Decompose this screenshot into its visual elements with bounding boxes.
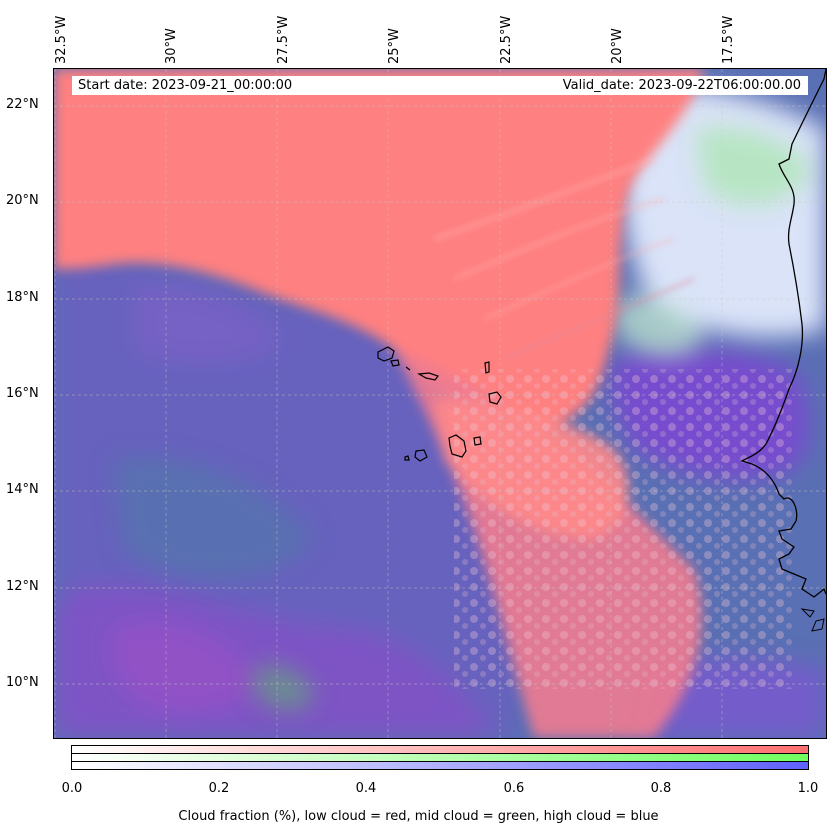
maio-island [473,436,482,446]
lon-label-20w: 20°W [610,28,625,64]
colorbar-band-low-cloud [71,745,809,754]
mid-cloud-layer [114,87,826,710]
high-cloud-layer [54,257,826,738]
lat-label-14n: 14°N [6,482,39,497]
lon-label-25w: 25°W [387,28,402,64]
colorbar-tick-3: 0.6 [503,781,525,796]
cape-verde-islands [377,346,502,462]
colorbar [71,745,809,770]
africa-coastline [740,69,826,598]
date-info-box: Start date: 2023-09-21_00:00:00 Valid_da… [72,76,808,95]
lon-label-22-5w: 22.5°W [499,15,514,64]
lat-label-22n: 22°N [6,97,39,112]
fogo-island [414,449,428,462]
colorbar-tick-1: 0.2 [208,781,230,796]
colorbar-band-mid-cloud [71,753,809,762]
cloud-fraction-map[interactable] [53,68,827,739]
sao-vicente-island [390,359,400,367]
colorbar-caption: Cloud fraction (%), low cloud = red, mid… [178,809,659,824]
start-date-label: Start date: 2023-09-21_00:00:00 [78,78,293,93]
lon-label-17-5w: 17.5°W [721,15,736,64]
sal-island [484,361,490,374]
lat-label-10n: 10°N [6,675,39,690]
low-cloud-streaks [433,156,695,362]
colorbar-band-high-cloud [71,761,809,770]
santiago-island [448,434,467,458]
map-canvas [54,69,826,738]
colorbar-tick-5: 1.0 [797,781,819,796]
colorbar-tick-2: 0.4 [355,781,377,796]
bijagos-islands [800,608,825,632]
lat-label-18n: 18°N [6,290,39,305]
graticule [54,69,826,738]
santo-antao-island [377,346,395,362]
lon-label-32-5w: 32.5°W [54,15,69,64]
lat-label-20n: 20°N [6,193,39,208]
boa-vista-island [488,391,502,405]
santa-luzia-island [405,366,411,371]
lat-label-12n: 12°N [6,579,39,594]
lat-label-16n: 16°N [6,386,39,401]
cellular-cloud-texture [454,369,794,689]
colorbar-tick-4: 0.8 [650,781,672,796]
sao-nicolau-island [417,372,439,381]
lon-label-30w: 30°W [164,28,179,64]
colorbar-tick-0: 0.0 [61,781,83,796]
lon-label-27-5w: 27.5°W [276,15,291,64]
brava-island [404,455,410,461]
valid-date-label: Valid_date: 2023-09-22T06:00:00.00 [562,78,801,93]
